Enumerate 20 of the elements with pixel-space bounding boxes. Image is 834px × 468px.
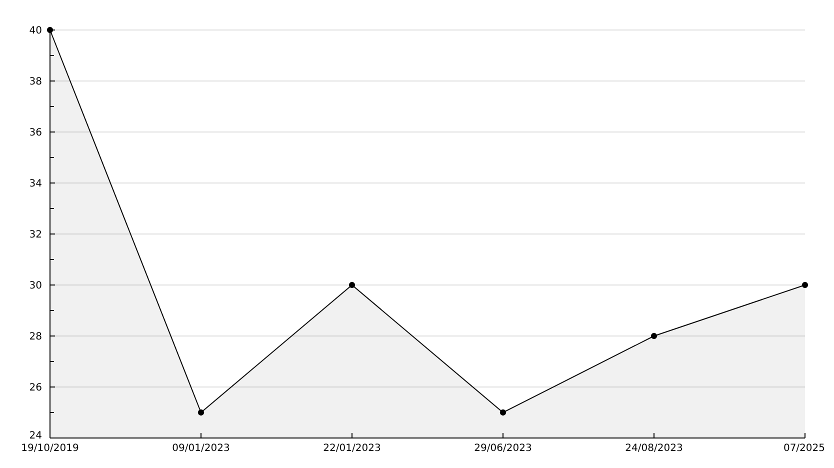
point <box>500 409 506 416</box>
y-tick-label: 36 <box>29 128 42 138</box>
x-tick-label: 07/2025 <box>783 443 825 454</box>
y-tick-label: 34 <box>29 178 42 190</box>
point <box>650 332 658 340</box>
y-tick-label: 38 <box>29 76 42 88</box>
y-tick-label: 28 <box>29 332 42 342</box>
x-tick-label: 24/08/2023 <box>625 443 683 454</box>
x-tick-label: 09/01/2023 <box>172 443 230 454</box>
x-tick-label: 22/01/2023 <box>323 443 381 454</box>
x-tick-label: 19/10/2019 <box>21 443 79 454</box>
x-tick-label: 29/06/2023 <box>474 443 532 454</box>
y-tick-label: 30 <box>29 280 42 292</box>
point <box>802 282 808 288</box>
y-tick-label: 26 <box>29 382 42 394</box>
point <box>198 409 204 416</box>
y-tick-label: 24 <box>29 430 42 442</box>
y-tick-label: 32 <box>29 230 42 240</box>
y-tick-label: 40 <box>29 26 42 36</box>
point <box>348 282 356 288</box>
